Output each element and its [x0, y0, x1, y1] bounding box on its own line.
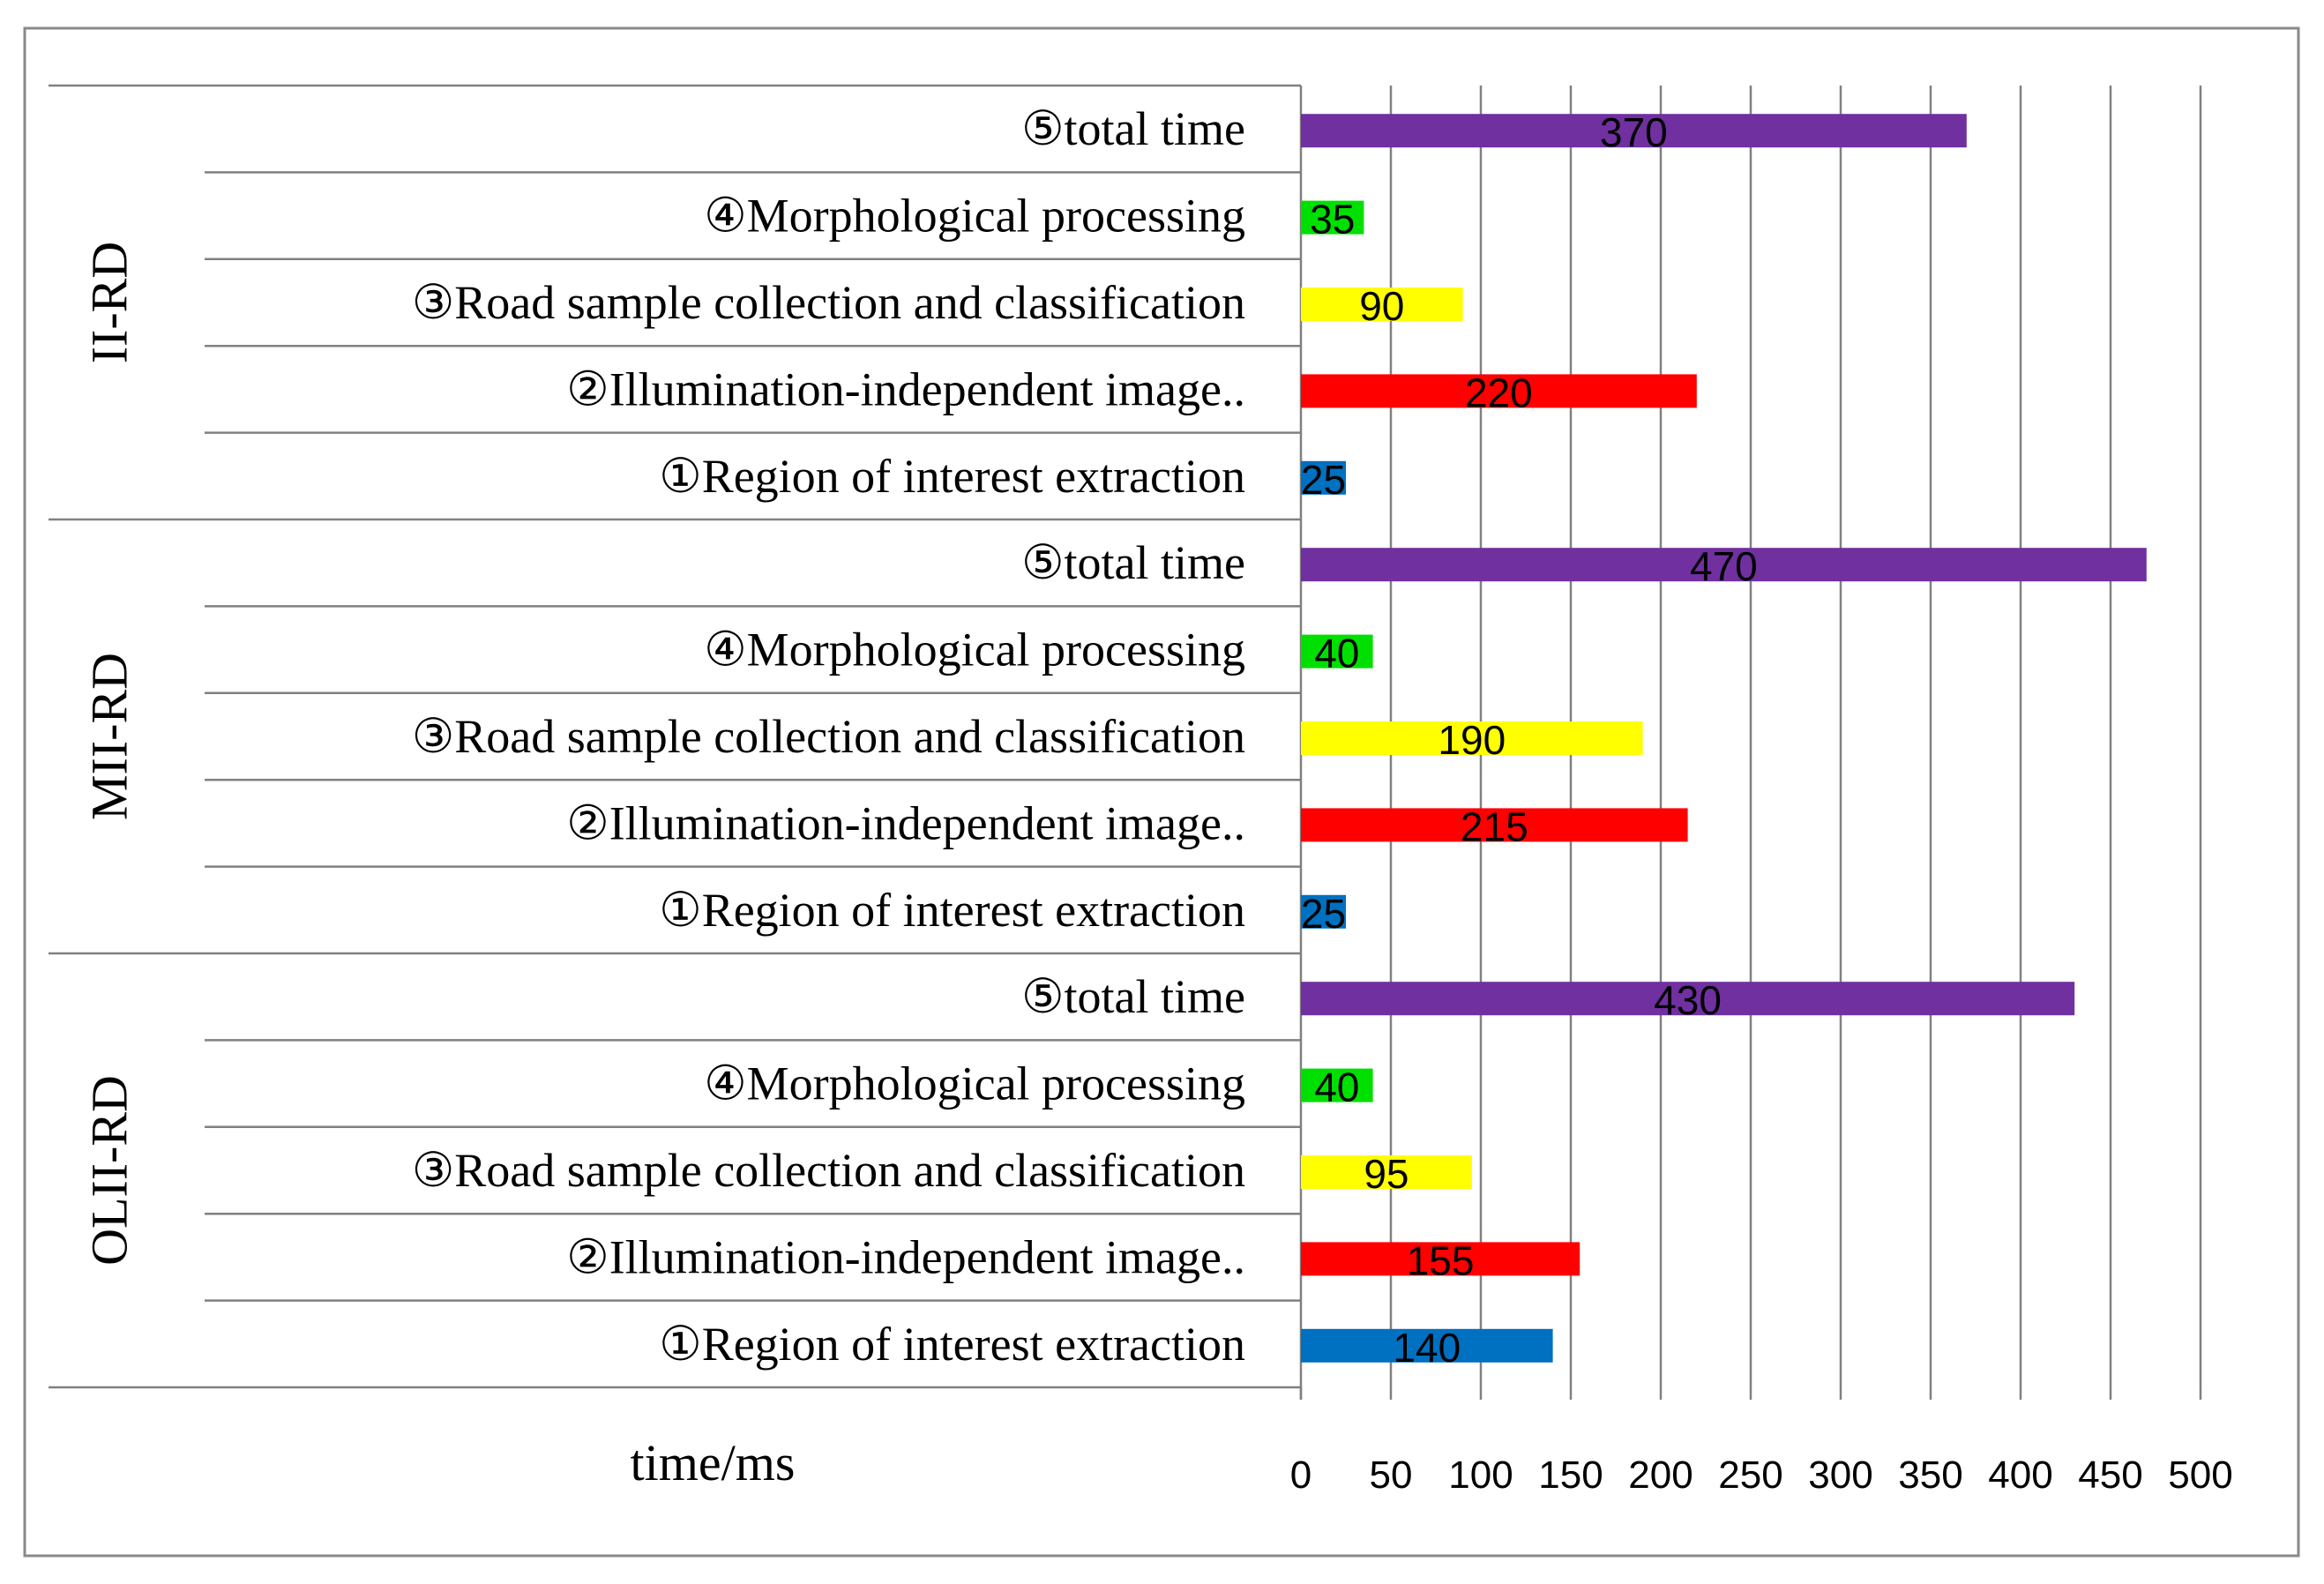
category-label: ②Illumination-independent image.. — [566, 796, 1245, 849]
category-label: ④Morphological processing — [704, 624, 1245, 676]
x-tick-label: 450 — [2078, 1453, 2142, 1497]
bar-value-label: 25 — [1301, 891, 1346, 937]
bar — [1301, 200, 1364, 235]
category-label: ①Region of interest extraction — [659, 450, 1245, 503]
x-tick-label: 150 — [1538, 1453, 1603, 1497]
bar — [1301, 1328, 1553, 1363]
x-tick-label: 200 — [1628, 1453, 1693, 1497]
bar-value-label: 35 — [1310, 197, 1355, 243]
category-label: ③Road sample collection and classificati… — [412, 710, 1245, 763]
bar — [1301, 1155, 1472, 1189]
bar — [1301, 288, 1463, 321]
bar — [1301, 1068, 1373, 1102]
x-axis: 0 50 100 150 200 250 300 350 400 450 500 — [1290, 1387, 2233, 1497]
bar-value-label: 470 — [1690, 543, 1758, 589]
bar — [1301, 721, 1643, 755]
x-axis-title: time/ms — [631, 1434, 796, 1491]
bar — [1301, 374, 1697, 408]
bar — [1301, 894, 1346, 929]
bar — [1301, 548, 2147, 582]
bar-value-label: 90 — [1359, 283, 1404, 329]
bar — [1301, 460, 1346, 495]
x-tick-label: 250 — [1718, 1453, 1782, 1497]
bar — [1301, 1242, 1580, 1276]
x-tick-label: 500 — [2168, 1453, 2232, 1497]
x-tick-label: 0 — [1290, 1453, 1311, 1497]
bar-value-label: 40 — [1314, 1065, 1359, 1110]
bar-value-label: 155 — [1407, 1237, 1475, 1283]
bar-value-label: 190 — [1438, 717, 1506, 763]
category-label: ②Illumination-independent image.. — [566, 1230, 1245, 1283]
bar — [1301, 634, 1373, 669]
bar-value-label: 40 — [1314, 631, 1359, 676]
x-tick-label: 50 — [1370, 1453, 1413, 1497]
x-tick-label: 100 — [1448, 1453, 1513, 1497]
x-tick-label: 300 — [1808, 1453, 1872, 1497]
bar-value-label: 25 — [1301, 457, 1346, 503]
bar-value-label: 220 — [1465, 370, 1533, 415]
category-label: ①Region of interest extraction — [659, 884, 1245, 937]
bar — [1301, 114, 1967, 148]
bar-value-label: 370 — [1600, 109, 1668, 155]
group-label: II-RD — [80, 242, 138, 364]
category-label: ③Road sample collection and classificati… — [412, 276, 1245, 329]
category-label: ⑤total time — [1021, 102, 1245, 155]
x-tick-label: 350 — [1898, 1453, 1962, 1497]
category-label: ④Morphological processing — [704, 190, 1245, 243]
category-label: ③Road sample collection and classificati… — [412, 1144, 1245, 1197]
bar — [1301, 808, 1688, 842]
bar — [1301, 982, 2075, 1016]
category-label: ①Region of interest extraction — [659, 1318, 1245, 1371]
category-table: II-RD ⑤total time ④Morphological processin… — [49, 84, 1303, 1400]
bar-value-label: 95 — [1364, 1151, 1409, 1197]
x-tick-label: 400 — [1988, 1453, 2052, 1497]
category-label: ⑤total time — [1021, 970, 1245, 1023]
group-label: MII-RD — [80, 653, 138, 820]
category-label: ②Illumination-independent image.. — [566, 362, 1245, 415]
group-label: OLII-RD — [80, 1075, 138, 1266]
bar-value-label: 140 — [1393, 1325, 1461, 1371]
category-label: ⑤total time — [1021, 536, 1245, 589]
category-label: ④Morphological processing — [704, 1057, 1245, 1110]
bar-value-label: 430 — [1654, 977, 1722, 1023]
bar-value-label: 215 — [1461, 803, 1528, 849]
